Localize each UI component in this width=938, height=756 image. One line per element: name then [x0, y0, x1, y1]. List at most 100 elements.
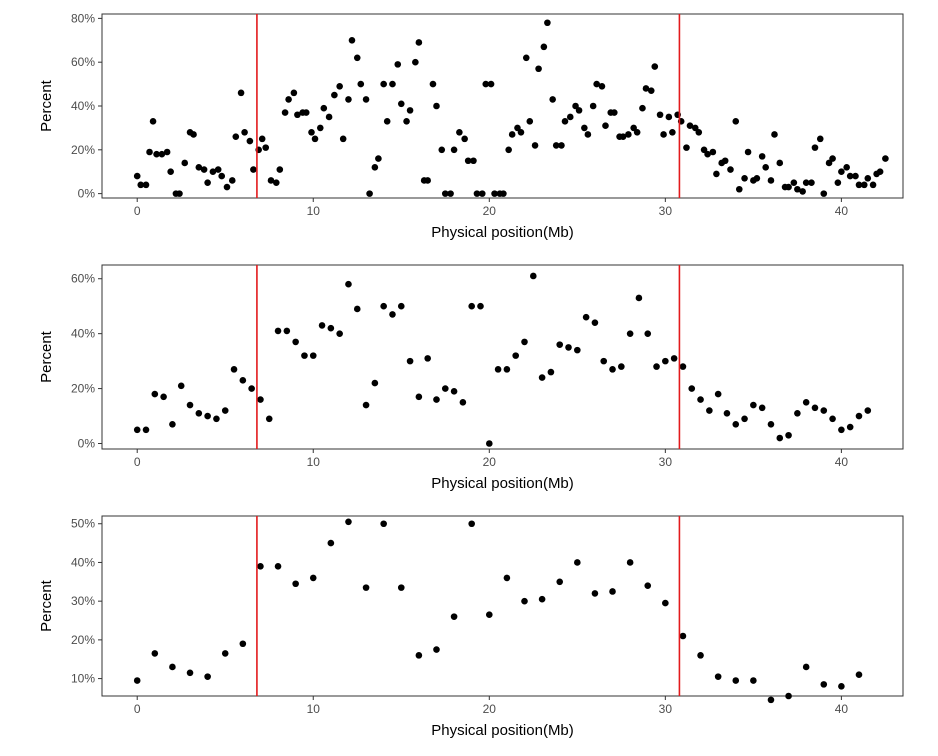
data-point-middle [389, 311, 396, 318]
data-point-middle [477, 302, 484, 310]
data-point-bottom [450, 613, 458, 620]
data-point-middle [591, 319, 599, 326]
data-point-middle [485, 440, 493, 447]
data-point-top [241, 128, 248, 136]
data-point-middle [776, 434, 784, 442]
data-point-bottom [169, 663, 176, 671]
data-point-top [517, 128, 525, 136]
data-point-middle [433, 396, 440, 403]
data-point-top [695, 128, 703, 136]
x-tick-label-middle: 30 [659, 455, 673, 469]
data-point-top [860, 181, 868, 189]
data-point-top [700, 146, 708, 154]
data-point-middle [582, 313, 590, 321]
data-point-top [316, 124, 324, 132]
data-point-bottom [309, 574, 317, 582]
data-point-top [864, 174, 872, 182]
data-point-middle [644, 330, 652, 337]
data-point-top [181, 159, 189, 167]
y-axis-title-top: Percent [38, 79, 55, 132]
data-point-middle [538, 374, 546, 381]
data-point-top [767, 177, 775, 184]
x-tick-label-bottom: 30 [659, 702, 673, 716]
data-point-bottom [591, 590, 599, 597]
data-point-top [619, 133, 627, 140]
data-point-top [691, 124, 699, 132]
data-point-bottom [503, 574, 511, 582]
data-point-middle [600, 357, 608, 365]
data-point-middle [512, 352, 520, 359]
plot-border-middle [101, 264, 904, 450]
data-point-top [558, 142, 565, 149]
data-point-top [575, 107, 583, 114]
data-point-top [473, 190, 481, 197]
data-point-top [572, 102, 579, 110]
x-tick-label-middle: 10 [307, 455, 321, 469]
data-point-middle [785, 431, 792, 439]
data-point-top [709, 148, 717, 156]
panel-middle: 0 10 20 30 40 0% 20% 40% 60% Physical position(Mb… [38, 264, 904, 492]
y-axis-title-middle: Percent [38, 330, 55, 383]
data-point-top [732, 118, 740, 125]
data-point-middle [662, 357, 669, 365]
data-point-bottom [662, 599, 669, 607]
data-point-top [336, 82, 343, 90]
data-point-bottom [644, 582, 652, 589]
data-point-middle [530, 272, 537, 280]
x-tick-label-top: 0 [134, 204, 141, 218]
data-point-middle [653, 363, 660, 370]
data-point-top [794, 185, 801, 193]
data-point-top [741, 174, 748, 182]
x-tick-label-middle: 0 [134, 455, 141, 469]
data-point-top [438, 146, 446, 154]
x-tick-label-top: 10 [307, 204, 321, 218]
data-point-middle [318, 322, 326, 329]
data-point-top [785, 183, 792, 191]
data-point-top [799, 188, 806, 195]
x-axis-title-bottom: Physical position(Mb) [431, 722, 574, 739]
y-tick-label-top: 60% [71, 55, 95, 69]
data-point-top [285, 96, 292, 103]
data-point-bottom [433, 646, 440, 653]
data-point-middle [635, 294, 643, 302]
data-point-top [811, 144, 819, 151]
x-tick-label-top: 30 [659, 204, 673, 218]
data-point-middle [794, 409, 801, 417]
data-point-top [610, 109, 618, 116]
data-point-bottom [151, 650, 159, 657]
data-point-top [366, 190, 373, 197]
data-point-top [633, 128, 641, 136]
data-point-top [308, 128, 315, 136]
data-point-top [325, 113, 333, 121]
data-point-bottom [785, 692, 792, 700]
x-tick-label-top: 20 [483, 204, 497, 218]
data-point-top [214, 166, 222, 173]
data-point-middle [177, 382, 185, 390]
data-point-middle [292, 338, 299, 346]
data-point-top [802, 179, 810, 186]
data-point-top [447, 190, 454, 197]
data-point-top [808, 179, 815, 186]
data-point-middle [353, 305, 361, 313]
data-point-top [294, 111, 301, 119]
data-point-top [362, 96, 370, 103]
data-point-top [133, 172, 141, 180]
data-point-top [508, 131, 516, 138]
data-point-middle [468, 302, 475, 310]
data-point-top [642, 85, 650, 92]
data-point-middle [301, 352, 308, 359]
y-tick-label-middle: 60% [71, 272, 95, 286]
data-point-middle [283, 327, 291, 335]
data-point-middle [758, 404, 766, 412]
data-point-top [302, 109, 310, 116]
data-point-top [753, 174, 761, 182]
data-point-top [656, 111, 664, 119]
data-point-middle [397, 302, 405, 310]
data-point-top [331, 91, 338, 99]
data-point-bottom [574, 559, 581, 566]
data-point-middle [160, 393, 167, 401]
data-point-middle [547, 368, 555, 376]
data-point-top [461, 135, 468, 143]
data-point-top [272, 179, 280, 186]
